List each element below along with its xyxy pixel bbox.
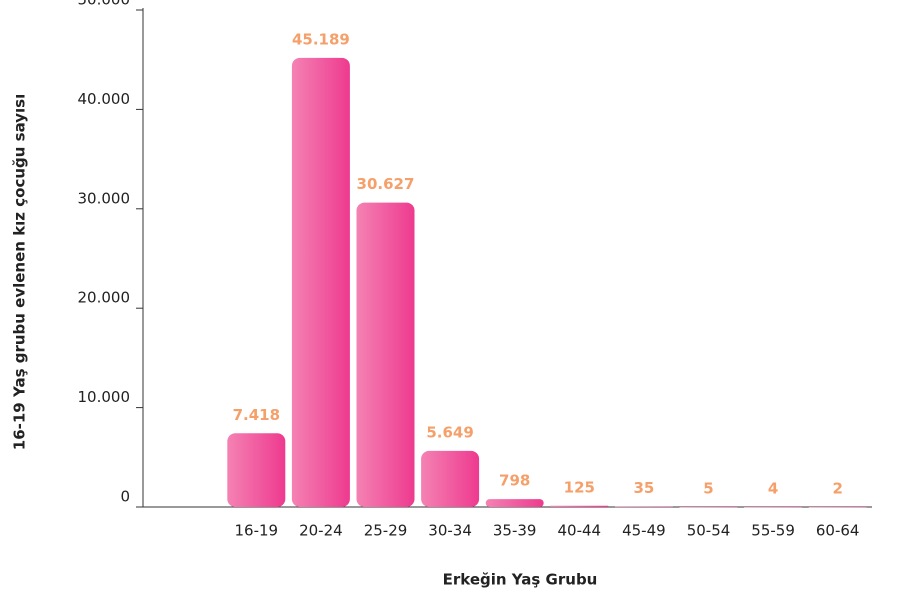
data-label: 125 <box>564 478 595 496</box>
data-label: 4 <box>768 479 778 497</box>
bar <box>485 499 544 507</box>
y-axis-label: 16-19 Yaş grubu evlenen kız çocuğu sayıs… <box>11 94 29 450</box>
y-tick-label: 50.000 <box>78 0 131 9</box>
bar <box>550 505 609 507</box>
bar <box>744 506 803 508</box>
x-tick-label: 50-54 <box>687 522 731 540</box>
data-label: 35 <box>633 479 654 497</box>
x-tick-label: 55-59 <box>751 522 795 540</box>
y-tick-label: 0 <box>120 488 130 506</box>
bar <box>808 506 867 508</box>
x-tick-label: 25-29 <box>364 522 408 540</box>
data-label: 2 <box>832 479 842 497</box>
x-tick-label: 35-39 <box>493 522 537 540</box>
bar <box>227 433 286 507</box>
x-tick-label: 45-49 <box>622 522 666 540</box>
y-tick-label: 30.000 <box>78 189 131 207</box>
x-tick-label: 40-44 <box>558 522 602 540</box>
data-label: 798 <box>499 472 530 490</box>
bar <box>356 202 415 507</box>
data-label: 7.418 <box>233 406 280 424</box>
bar <box>421 450 480 507</box>
x-tick-label: 30-34 <box>428 522 472 540</box>
bar <box>614 506 673 508</box>
x-tick-label: 60-64 <box>816 522 860 540</box>
x-tick-label: 20-24 <box>299 522 343 540</box>
data-label: 5 <box>703 479 713 497</box>
x-tick-label: 16-19 <box>235 522 279 540</box>
data-label: 30.627 <box>357 175 415 193</box>
y-tick-label: 20.000 <box>78 289 131 307</box>
bar <box>679 506 738 508</box>
y-tick-label: 40.000 <box>78 90 131 108</box>
x-axis-label: Erkeğin Yaş Grubu <box>443 571 598 589</box>
data-label: 5.649 <box>426 423 473 441</box>
y-tick-label: 10.000 <box>78 388 131 406</box>
data-label: 45.189 <box>292 30 350 48</box>
bar <box>291 57 350 507</box>
